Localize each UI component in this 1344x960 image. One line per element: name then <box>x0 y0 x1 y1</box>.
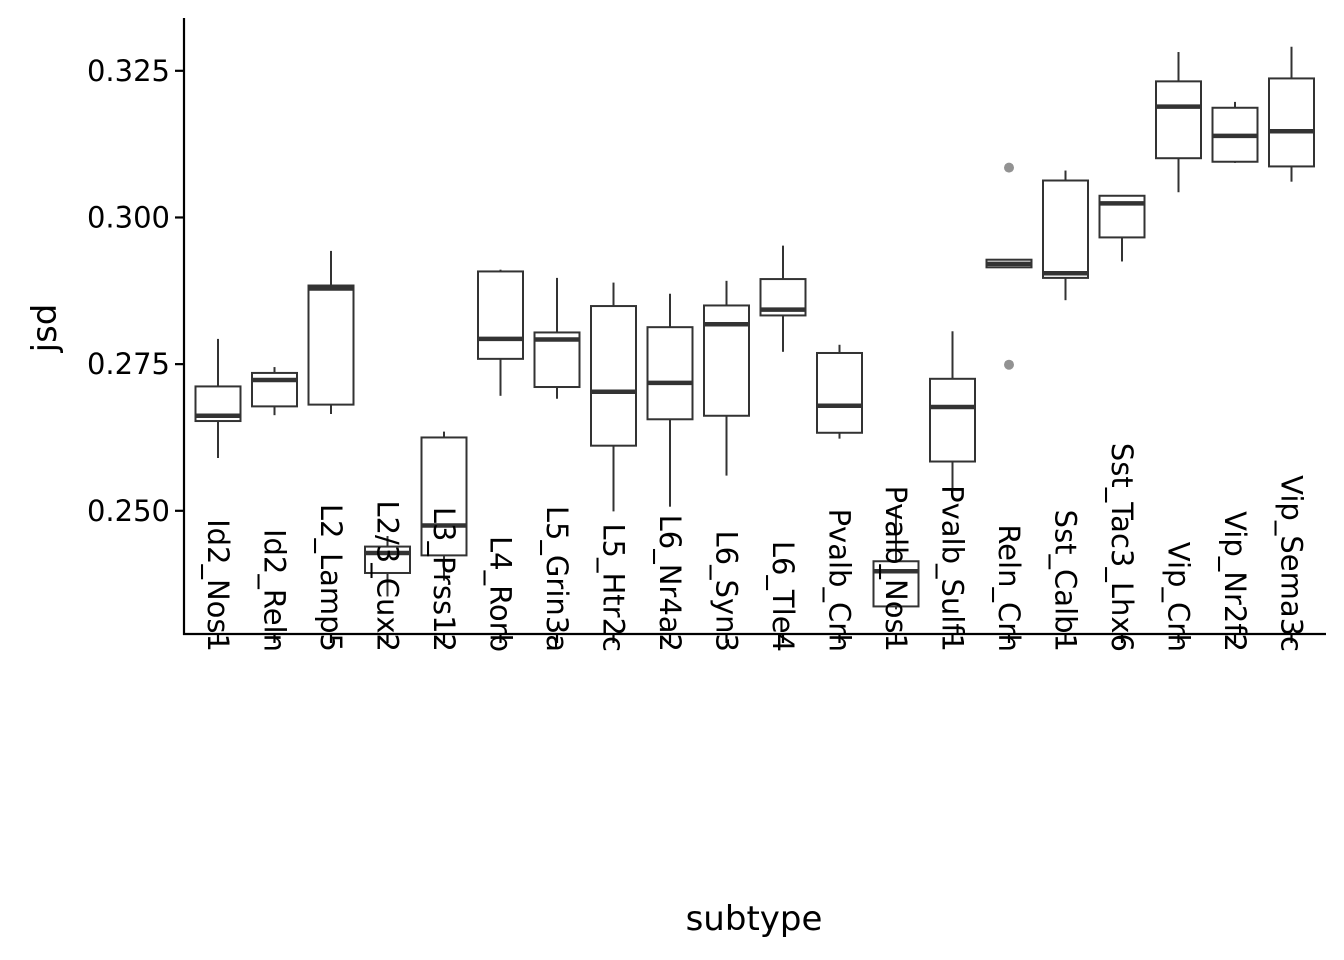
x-tick-label: Sst_Tac3_Lhx6 <box>1105 443 1139 652</box>
box-pvalb-nos1 <box>872 506 920 610</box>
iqr-box <box>1268 77 1315 168</box>
x-tick-label: L3_Prss12 <box>427 507 461 652</box>
box-l3-prss12 <box>420 431 468 581</box>
box-reln-crh <box>985 162 1033 370</box>
iqr-box <box>590 305 637 447</box>
x-tick-label: Sst_Calb1 <box>1049 510 1083 652</box>
iqr-box <box>420 436 468 557</box>
iqr-box <box>872 560 920 608</box>
box-id2-reln <box>251 367 298 416</box>
x-tick-label: L6_Syn3 <box>710 530 744 652</box>
box-vip-crh <box>1155 52 1202 193</box>
x-axis-ticks: Id2_Nos1 Id2_Reln L2_Lamp5 L2/3_Cux2 L3_Prss… <box>201 443 1309 652</box>
y-axis-title: jsd <box>25 304 65 354</box>
x-tick-label: L4_Rorb <box>484 536 518 652</box>
x-axis-title: subtype <box>686 899 823 939</box>
box-l4-rorb <box>477 269 524 396</box>
x-tick-label: Pvalb_Sulf1 <box>936 485 970 652</box>
x-tick-label: Pvalb_Crh <box>823 509 857 652</box>
iqr-box <box>646 326 694 421</box>
iqr-box <box>816 351 863 434</box>
box-sst-tac3-lhx6 <box>1098 194 1146 262</box>
x-tick-label: Vip_Sema3c <box>1275 475 1309 652</box>
x-tick-label: Id2_Nos1 <box>201 519 235 652</box>
box-l6-nr4a2 <box>646 293 694 507</box>
x-tick-label: Id2_Reln <box>258 529 292 652</box>
outlier-point <box>1004 162 1014 173</box>
y-tick-label: 0.300 <box>87 200 170 234</box>
outlier-point <box>1004 359 1014 370</box>
x-tick-label: Vip_Crh <box>1162 542 1196 652</box>
box-l5-grin3a <box>533 277 581 399</box>
axes: 0.250 0.275 0.300 0.325 Id2_Nos1 Id2_Reln L2_… <box>87 18 1326 652</box>
y-tick-label: 0.250 <box>87 494 170 528</box>
x-tick-label: L6_Tle4 <box>766 541 800 652</box>
box-pvalb-sulf1 <box>929 331 976 492</box>
box-l2-3-cux2 <box>364 536 411 597</box>
iqr-box <box>307 284 355 406</box>
iqr-box <box>1042 179 1089 279</box>
y-tick-label: 0.275 <box>87 347 170 381</box>
x-tick-label: L6_Nr4a2 <box>653 515 687 652</box>
iqr-box <box>477 270 524 360</box>
box-l6-syn3 <box>703 280 750 476</box>
box-vip-sema3c <box>1268 46 1315 182</box>
box-l2-lamp5 <box>307 250 355 414</box>
iqr-box <box>929 377 976 463</box>
plot-marks <box>194 46 1315 610</box>
x-tick-label: L5_Htr2c <box>597 523 631 652</box>
x-tick-label: Vip_Nr2f2 <box>1218 511 1252 652</box>
box-l5-htr2c <box>590 282 637 512</box>
x-tick-label: L2/3_Cux2 <box>371 500 405 652</box>
box-vip-nr2f2 <box>1211 101 1259 163</box>
x-tick-label: Reln_Crh <box>992 524 1026 652</box>
x-tick-label: L5_Grin3a <box>540 506 574 652</box>
iqr-box <box>1155 80 1202 160</box>
box-pvalb-crh <box>816 344 863 439</box>
y-axis-ticks: 0.250 0.275 0.300 0.325 <box>87 54 184 528</box>
box-l6-tle4 <box>759 245 807 352</box>
y-tick-label: 0.325 <box>87 54 170 88</box>
box-id2-nos1 <box>194 338 242 458</box>
x-tick-label: Pvalb_Nos1 <box>879 486 913 652</box>
box-sst-calb1 <box>1042 170 1089 301</box>
x-tick-label: L2_Lamp5 <box>314 504 348 652</box>
